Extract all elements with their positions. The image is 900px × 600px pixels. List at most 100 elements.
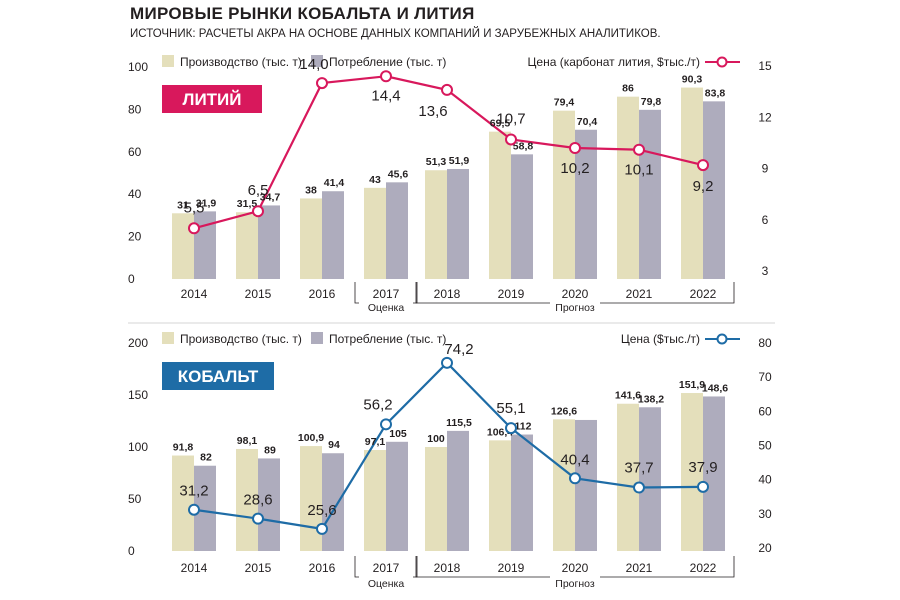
bar-consumption-value-label: 82 <box>200 452 212 464</box>
bar-production <box>172 455 194 551</box>
price-marker <box>188 503 200 516</box>
group-bracket-left <box>354 282 359 304</box>
group-label: Оценка <box>368 578 405 590</box>
group-bracket-right <box>730 556 735 578</box>
bar-consumption <box>194 465 216 551</box>
legend-price-label: Цена (карбонат лития, $тыс./т) <box>528 55 700 69</box>
price-marker <box>252 512 264 525</box>
y-axis-left-tick-label: 50 <box>128 492 142 506</box>
bar-production <box>364 187 386 279</box>
legend-consumption-swatch <box>311 332 323 344</box>
price-marker <box>569 142 581 154</box>
price-value-label: 56,2 <box>363 396 392 413</box>
price-value-label: 10,1 <box>624 162 653 179</box>
bar-production-value-label: 90,3 <box>682 74 703 86</box>
material-badge-label: ЛИТИЙ <box>183 90 242 109</box>
x-axis-category-label: 2014 <box>181 561 208 575</box>
legend-price-label: Цена ($тыс./т) <box>621 332 700 346</box>
bar-production-value-label: 51,3 <box>426 156 447 168</box>
y-axis-right-tick-label: 30 <box>758 507 772 521</box>
x-axis-category-label: 2016 <box>309 287 336 301</box>
y-axis-left-tick-label: 150 <box>128 388 148 402</box>
x-axis-category-label: 2020 <box>562 561 589 575</box>
price-value-label: 6,5 <box>248 182 269 199</box>
bar-consumption <box>386 441 408 551</box>
bar-production-value-label: 97,1 <box>365 436 386 448</box>
x-axis-category-label: 2021 <box>626 287 653 301</box>
bar-consumption <box>258 205 280 279</box>
price-value-label: 40,4 <box>560 451 589 468</box>
price-value-label: 5,5 <box>184 199 205 216</box>
material-badge-label: КОБАЛЬТ <box>178 367 259 386</box>
y-axis-left-tick-label: 20 <box>128 230 142 244</box>
price-value-label: 9,2 <box>693 178 714 195</box>
x-axis-category-label: 2014 <box>181 287 208 301</box>
material-badge <box>162 362 274 390</box>
group-label: Прогноз <box>555 578 595 590</box>
bar-production-value-label: 43 <box>369 174 381 186</box>
bar-production-value-label: 141,6 <box>615 390 641 402</box>
price-value-label: 14,0 <box>299 56 328 73</box>
x-axis-category-label: 2016 <box>309 561 336 575</box>
y-axis-left-tick-label: 40 <box>128 187 142 201</box>
x-axis-category-label: 2019 <box>498 287 525 301</box>
x-axis-category-label: 2019 <box>498 561 525 575</box>
bar-production <box>617 96 639 280</box>
bar-production <box>364 450 386 551</box>
bar-production <box>489 131 511 279</box>
y-axis-right-tick-label: 9 <box>762 162 769 176</box>
bar-production-value-label: 31,5 <box>237 198 258 210</box>
bar-consumption-value-label: 89 <box>264 444 276 456</box>
price-value-label: 28,6 <box>243 492 272 509</box>
price-value-label: 37,7 <box>624 460 653 477</box>
x-axis-category-label: 2020 <box>562 287 589 301</box>
legend-consumption-label: Потребление (тыс. т) <box>329 332 446 346</box>
x-axis-category-label: 2022 <box>690 561 717 575</box>
price-marker <box>188 222 200 235</box>
y-axis-right-tick-label: 60 <box>758 404 772 418</box>
x-axis-category-label: 2022 <box>690 287 717 301</box>
bar-production <box>553 110 575 279</box>
bar-production <box>172 213 194 279</box>
group-label: Оценка <box>368 302 405 314</box>
bar-consumption <box>703 396 725 551</box>
x-axis-category-label: 2018 <box>434 561 461 575</box>
price-value-label: 14,4 <box>371 87 400 104</box>
bar-production-value-label: 69,5 <box>490 118 511 130</box>
y-axis-left-tick-label: 0 <box>128 272 135 286</box>
price-marker <box>505 133 517 146</box>
price-marker <box>441 356 453 369</box>
price-marker <box>441 83 453 96</box>
x-axis-category-label: 2021 <box>626 561 653 575</box>
legend-price-marker <box>716 56 728 68</box>
bar-consumption-value-label: 34,7 <box>260 191 281 203</box>
bar-production <box>425 170 447 279</box>
x-axis-category-label: 2017 <box>373 287 400 301</box>
price-marker <box>380 418 392 431</box>
group-bracket-right <box>730 282 735 304</box>
bar-consumption <box>258 458 280 551</box>
bar-consumption <box>447 168 469 279</box>
bar-production-value-label: 91,8 <box>173 442 194 454</box>
price-marker <box>316 522 328 535</box>
legend-consumption-swatch <box>311 55 323 67</box>
bar-production-value-label: 100 <box>427 433 445 445</box>
group-label: Прогноз <box>555 302 595 314</box>
bar-production <box>489 440 511 551</box>
bar-consumption <box>703 101 725 280</box>
price-marker <box>505 422 517 435</box>
bar-production <box>300 446 322 551</box>
price-value-label: 10,2 <box>560 160 589 177</box>
y-axis-left-tick-label: 80 <box>128 102 142 116</box>
bar-consumption-value-label: 83,8 <box>705 87 726 99</box>
bar-consumption-value-label: 31,9 <box>196 197 217 209</box>
bar-production <box>681 393 703 551</box>
price-marker <box>633 481 645 494</box>
price-value-label: 31,2 <box>179 483 208 500</box>
bar-consumption-value-label: 45,6 <box>388 168 409 180</box>
y-axis-right-tick-label: 20 <box>758 541 772 555</box>
legend-production-label: Производство (тыс. т) <box>180 332 302 346</box>
legend-production-label: Производство (тыс. т) <box>180 55 302 69</box>
bar-consumption <box>447 430 469 551</box>
bar-production-value-label: 100,9 <box>298 432 324 444</box>
